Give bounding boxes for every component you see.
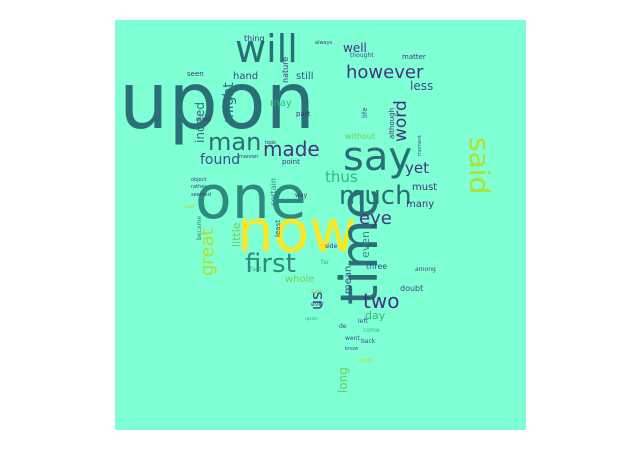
word-went: went [345, 335, 360, 342]
word-little: little [230, 222, 243, 247]
word-doubt: doubt [400, 284, 423, 293]
word-matter: matter [402, 53, 426, 61]
word-many: many [406, 199, 434, 210]
word-cloud-background [115, 20, 526, 430]
word-among: among [415, 266, 436, 273]
word-less: less [410, 79, 433, 93]
word-much: much [339, 181, 412, 211]
word-upon: upon [119, 57, 315, 147]
word-made: made [263, 137, 320, 161]
word-day: day [365, 309, 386, 322]
word-saw: saw [311, 288, 323, 295]
word-half: half [185, 204, 195, 210]
word-even: even [359, 231, 372, 258]
word-part: part [296, 110, 311, 118]
word-come: come [363, 327, 380, 334]
word-cloud-words: upon one now time say will much man said… [119, 27, 496, 393]
word-without: without [345, 132, 375, 141]
word-became: became [196, 216, 203, 240]
word-moment: moment [417, 135, 423, 156]
word-seen: seen [187, 70, 204, 78]
word-found: found [200, 152, 240, 168]
word-far: far [321, 259, 330, 266]
word-three: three [366, 262, 387, 271]
word-upon-tiny: upon [305, 316, 318, 322]
word-nature: nature [281, 57, 290, 83]
word-must: must [412, 182, 437, 193]
word-side: side [325, 243, 338, 250]
word-however: however [346, 62, 424, 83]
word-might: might [221, 82, 237, 123]
word-time: time [330, 188, 390, 305]
word-ever: ever [311, 301, 325, 308]
word-eye: eye [359, 208, 392, 229]
word-least: least [274, 220, 282, 237]
word-certain: certain [269, 178, 278, 206]
word-took: took [265, 140, 276, 146]
word-hand: hand [233, 71, 258, 82]
word-two: two [363, 289, 399, 313]
word-upon-small: upon [358, 357, 373, 364]
word-indeed: indeed [193, 102, 207, 143]
word-thus: thus [325, 168, 358, 186]
word-say: say [343, 134, 412, 180]
word-de: de [339, 323, 347, 330]
word-yet: yet [405, 159, 429, 177]
word-thought: thought [350, 52, 374, 59]
word-still: still [296, 71, 313, 82]
word-great: great [197, 228, 218, 276]
word-man: man [208, 128, 261, 156]
word-left: left [358, 318, 368, 325]
word-know: know [345, 346, 358, 352]
word-mind: mind [196, 116, 211, 123]
word-way: way [295, 192, 308, 199]
word-although: although [388, 108, 396, 139]
word-manner: manner [239, 154, 259, 160]
word-may: may [270, 98, 292, 109]
word-well: well [343, 41, 367, 55]
word-first: first [245, 249, 296, 279]
word-rather: rather [191, 184, 207, 190]
word-mean: mean [343, 266, 354, 294]
word-seemed: seemed [191, 192, 211, 198]
word-word: word [391, 100, 411, 142]
word-whole: whole [285, 274, 315, 285]
word-now: now [237, 197, 357, 265]
word-will: will [235, 27, 298, 71]
word-us: us [307, 292, 326, 310]
word-life: life [361, 107, 369, 118]
word-always: always [315, 40, 333, 46]
word-thing: thing [244, 34, 265, 43]
word-point: point [282, 158, 300, 166]
word-back: back [361, 338, 376, 345]
word-fact: fact [250, 266, 262, 273]
word-long: long [336, 367, 350, 393]
word-cloud-canvas: upon one now time say will much man said… [115, 20, 526, 430]
word-said: said [463, 137, 496, 194]
word-object: object [191, 177, 206, 183]
word-cloud: upon one now time say will much man said… [115, 20, 526, 430]
word-one: one [195, 163, 307, 233]
